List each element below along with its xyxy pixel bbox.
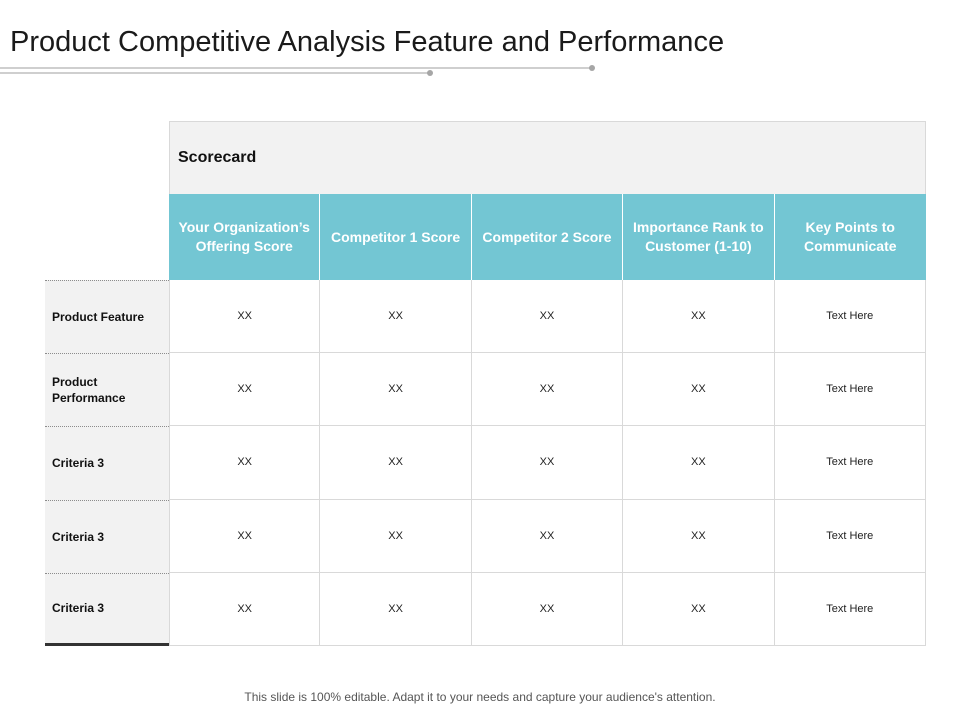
- table-row: Product Performance XX XX XX XX Text Her…: [45, 353, 926, 427]
- table-cell: Text Here: [774, 426, 926, 500]
- table-cell: XX: [169, 499, 321, 573]
- table-cell: Text Here: [774, 499, 926, 573]
- table-cell: XX: [320, 499, 472, 573]
- table-cell: XX: [169, 353, 321, 427]
- row-label: Product Feature: [45, 280, 169, 354]
- row-label: Criteria 3: [45, 572, 169, 646]
- table-cell: XX: [471, 426, 624, 500]
- column-header-importance-rank: Importance Rank to Customer (1-10): [623, 194, 775, 280]
- column-header-competitor-1-score: Competitor 1 Score: [320, 194, 472, 280]
- table-cell: XX: [623, 280, 775, 354]
- table-cell: XX: [623, 426, 775, 500]
- table-cell: XX: [320, 572, 472, 646]
- page-title: Product Competitive Analysis Feature and…: [10, 26, 725, 58]
- table-cell: XX: [471, 499, 624, 573]
- table-cell: XX: [169, 426, 321, 500]
- table-cell: XX: [471, 353, 624, 427]
- table-header-row: Your Organization’s Offering Score Compe…: [169, 194, 926, 280]
- table-cell: XX: [320, 426, 472, 500]
- table-cell: Text Here: [774, 280, 926, 354]
- column-header-organization-score: Your Organization’s Offering Score: [169, 194, 321, 280]
- table-cell: XX: [320, 280, 472, 354]
- footer-note: This slide is 100% editable. Adapt it to…: [244, 690, 716, 704]
- table-row: Criteria 3 XX XX XX XX Text Here: [45, 426, 926, 500]
- scorecard-header: Scorecard: [169, 121, 926, 194]
- table-row: Criteria 3 XX XX XX XX Text Here: [45, 572, 926, 646]
- scorecard-table-body: Product Feature XX XX XX XX Text Here Pr…: [45, 280, 926, 646]
- table-row: Criteria 3 XX XX XX XX Text Here: [45, 499, 926, 573]
- table-cell: Text Here: [774, 572, 926, 646]
- table-cell: XX: [623, 353, 775, 427]
- row-label: Criteria 3: [45, 499, 169, 573]
- table-cell: XX: [471, 572, 624, 646]
- table-cell: XX: [623, 572, 775, 646]
- row-label: Product Performance: [45, 353, 169, 427]
- table-cell: XX: [320, 353, 472, 427]
- table-row: Product Feature XX XX XX XX Text Here: [45, 280, 926, 354]
- column-header-key-points: Key Points to Communicate: [803, 219, 897, 254]
- table-cell: XX: [169, 572, 321, 646]
- table-cell: XX: [623, 499, 775, 573]
- column-header-competitor-2-score: Competitor 2 Score: [472, 194, 624, 280]
- table-cell: XX: [471, 280, 624, 354]
- table-cell: Text Here: [774, 353, 926, 427]
- table-cell: XX: [169, 280, 321, 354]
- row-label: Criteria 3: [45, 426, 169, 500]
- title-underline-decoration: [0, 65, 595, 76]
